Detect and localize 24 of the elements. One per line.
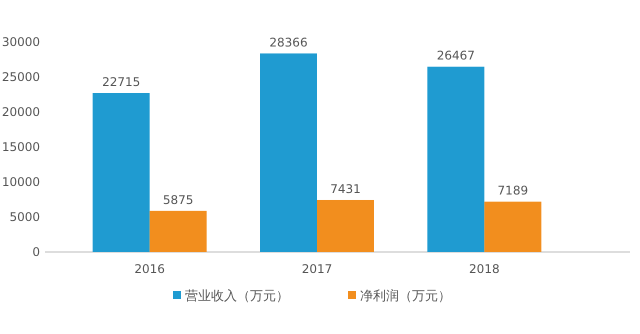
bar <box>427 66 484 252</box>
data-label: 5875 <box>162 192 194 207</box>
y-tick-label: 5000 <box>9 210 40 224</box>
x-tick-label: 2017 <box>302 262 332 276</box>
bar <box>484 202 542 252</box>
data-label: 22715 <box>102 74 140 89</box>
y-tick-label: 30000 <box>2 35 40 49</box>
legend-label: 净利润（万元） <box>360 289 451 304</box>
x-tick-label: 2016 <box>134 262 165 276</box>
bar <box>92 92 150 252</box>
data-label: 28366 <box>269 35 308 50</box>
legend-label: 营业收入（万元） <box>185 289 289 304</box>
y-tick-label: 15000 <box>2 140 40 154</box>
bar <box>260 53 317 252</box>
y-tick-label: 25000 <box>2 70 40 84</box>
x-tick-label: 2018 <box>469 262 500 276</box>
y-tick-label: 20000 <box>2 105 40 119</box>
data-label: 7189 <box>498 184 528 198</box>
y-tick-label: 10000 <box>2 175 40 189</box>
bar <box>317 200 374 252</box>
data-label: 26467 <box>436 48 475 63</box>
data-label: 7431 <box>330 182 361 196</box>
bar <box>150 210 207 252</box>
y-tick-label: 0 <box>32 245 40 259</box>
